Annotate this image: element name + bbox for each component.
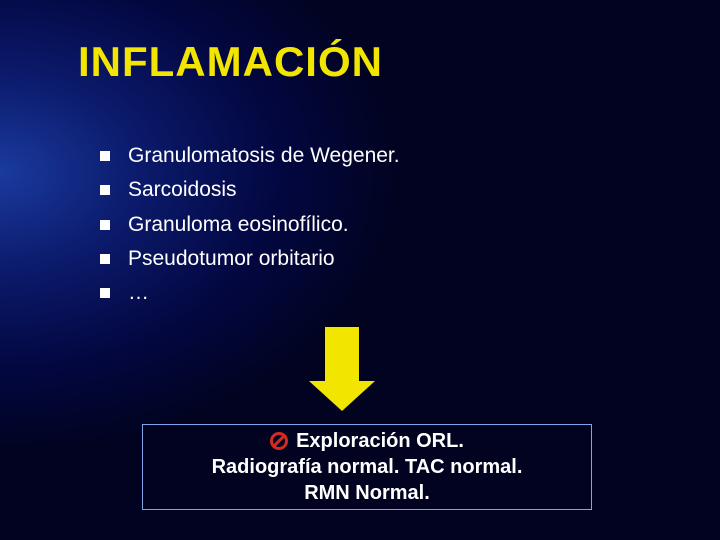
bullet-marker — [100, 151, 110, 161]
bullet-marker — [100, 254, 110, 264]
bullet-text: Granulomatosis de Wegener. — [128, 142, 400, 170]
prohibited-icon — [270, 432, 288, 450]
bullet-marker — [100, 220, 110, 230]
bullet-text: Granuloma eosinofílico. — [128, 211, 349, 239]
down-arrow — [310, 326, 374, 411]
box-line-2-text: Radiografía normal. TAC normal. — [212, 454, 523, 480]
bullet-list: Granulomatosis de Wegener. Sarcoidosis Gra… — [100, 142, 400, 314]
findings-box: Exploración ORL. Radiografía normal. TAC… — [142, 424, 592, 510]
bullet-marker — [100, 185, 110, 195]
list-item: Granuloma eosinofílico. — [100, 211, 400, 239]
box-line-1: Exploración ORL. — [270, 428, 464, 454]
bullet-text: … — [128, 279, 149, 307]
bullet-marker — [100, 288, 110, 298]
bullet-text: Pseudotumor orbitario — [128, 245, 335, 273]
list-item: Sarcoidosis — [100, 176, 400, 204]
box-line-1-text: Exploración ORL. — [296, 428, 464, 454]
slide-title: INFLAMACIÓN — [78, 38, 383, 86]
list-item: Pseudotumor orbitario — [100, 245, 400, 273]
list-item: Granulomatosis de Wegener. — [100, 142, 400, 170]
arrow-shaft — [324, 326, 360, 382]
box-line-3-text: RMN Normal. — [304, 480, 430, 506]
arrow-head — [309, 381, 375, 411]
bullet-text: Sarcoidosis — [128, 176, 237, 204]
list-item: … — [100, 279, 400, 307]
